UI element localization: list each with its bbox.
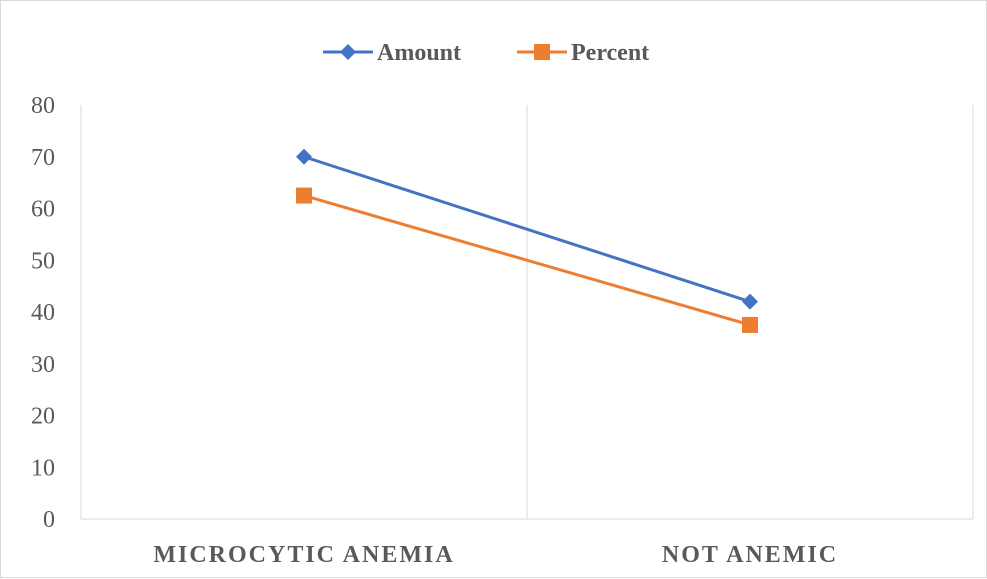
y-tick-label: 0 (43, 507, 55, 533)
data-point-amount (742, 293, 758, 310)
y-tick-label: 70 (31, 145, 55, 171)
data-point-amount (296, 148, 312, 165)
y-tick-label: 30 (31, 352, 55, 378)
y-tick-label: 50 (31, 248, 55, 274)
legend: Amount Percent (323, 40, 649, 66)
plot-area (296, 148, 758, 333)
data-point-percent (296, 187, 312, 204)
y-tick-label: 60 (31, 197, 55, 223)
series-line-amount (303, 155, 751, 304)
legend-marker (534, 44, 550, 60)
y-tick-label: 40 (31, 300, 55, 326)
y-tick-label: 10 (31, 455, 55, 481)
x-category-label: MICROCYTIC ANEMIA (153, 542, 454, 568)
x-category-label: NOT ANEMIC (662, 542, 838, 568)
legend-item-amount: Amount (323, 40, 461, 66)
series-line-percent (303, 194, 751, 327)
legend-item-percent: Percent (517, 40, 649, 66)
axes: 0 10 20 30 40 50 60 70 80 MICROCYTIC ANEMIA NOT AN… (31, 93, 974, 568)
legend-label: Amount (377, 40, 461, 66)
legend-marker (340, 44, 356, 60)
y-tick-label: 80 (31, 93, 55, 119)
legend-label: Percent (571, 40, 649, 66)
y-tick-label: 20 (31, 404, 55, 430)
data-point-percent (742, 316, 758, 333)
